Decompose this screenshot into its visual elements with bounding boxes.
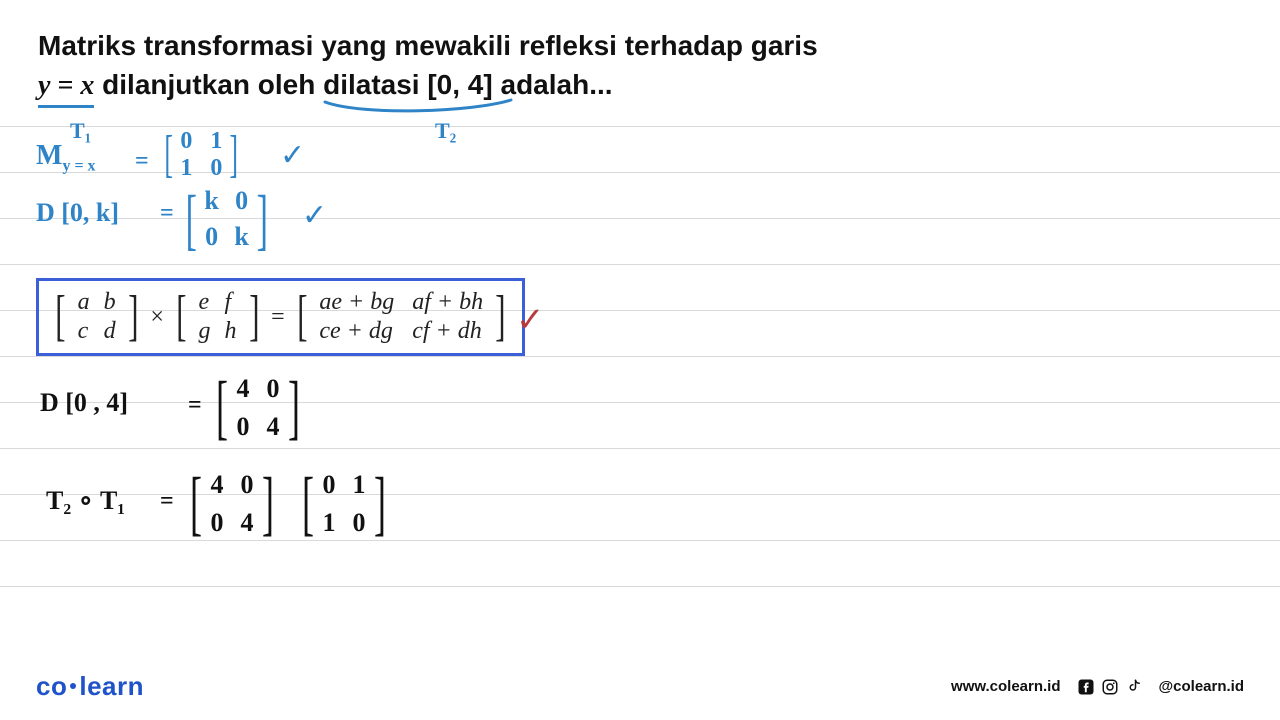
tiktok-icon xyxy=(1125,678,1143,696)
instagram-icon xyxy=(1101,678,1119,696)
question-text: Matriks transformasi yang mewakili refle… xyxy=(38,26,818,108)
m4-b: 0 xyxy=(264,374,282,404)
mk-d: k xyxy=(233,222,251,252)
fm1-a: a xyxy=(78,289,90,316)
m4-a: 4 xyxy=(234,374,252,404)
check-1: ✓ xyxy=(280,138,305,173)
question-line2: y = x dilanjutkan oleh dilatasi [0, 4] a… xyxy=(38,65,818,108)
label-M: My = x xyxy=(36,140,96,176)
matrix-0110: [ 0 1 1 0 ] xyxy=(160,128,243,182)
label-M-sub: y = x xyxy=(62,158,95,175)
swash-underline-icon xyxy=(323,98,513,114)
fm2-a: e xyxy=(199,289,211,316)
matrix-k00k: [ k 0 0 k ] xyxy=(180,186,273,252)
facebook-icon xyxy=(1077,678,1095,696)
formula-times: × xyxy=(150,304,164,331)
fm1-b: b xyxy=(104,289,116,316)
m0110-d: 0 xyxy=(207,155,225,182)
fr-22: cf + dh xyxy=(412,318,483,345)
fr-12: af + bh xyxy=(412,289,483,316)
fm1-d: d xyxy=(104,318,116,345)
check-formula: ✓ xyxy=(516,300,545,340)
question-yx: y = x xyxy=(38,70,94,101)
label-M-letter: M xyxy=(36,140,62,171)
eq-2: = xyxy=(160,200,174,227)
m4-c: 0 xyxy=(234,412,252,442)
cl-c: 0 xyxy=(208,508,226,538)
logo-co: co xyxy=(36,671,67,701)
question-line1: Matriks transformasi yang mewakili refle… xyxy=(38,26,818,65)
question-suffix: adalah... xyxy=(493,69,613,100)
fm2-d: h xyxy=(225,318,237,345)
matrix-comp-left: [ 4 0 0 4 ] xyxy=(184,470,280,538)
m4-d: 4 xyxy=(264,412,282,442)
footer: colearn www.colearn.id @colearn.id xyxy=(0,671,1280,702)
cl-d: 4 xyxy=(238,508,256,538)
logo-learn: learn xyxy=(79,671,144,701)
cr-b: 1 xyxy=(350,470,368,500)
fm2-b: f xyxy=(225,289,237,316)
social-icons xyxy=(1077,678,1143,696)
cl-a: 4 xyxy=(208,470,226,500)
matrix-comp-right: [ 0 1 1 0 ] xyxy=(296,470,392,538)
cr-d: 0 xyxy=(350,508,368,538)
cr-c: 1 xyxy=(320,508,338,538)
eq-3: = xyxy=(188,392,202,419)
matrix-4004: [ 4 0 0 4 ] xyxy=(210,374,306,442)
footer-handle: @colearn.id xyxy=(1159,678,1244,695)
fr-11: ae + bg xyxy=(319,289,394,316)
cr-a: 0 xyxy=(320,470,338,500)
label-D04: D [0 , 4] xyxy=(40,388,128,418)
eq-4: = xyxy=(160,488,174,515)
fr-21: ce + dg xyxy=(319,318,394,345)
matrix-multiply-formula: [ a b c d ] × [ e f g h ] = [ ae + bg af… xyxy=(36,278,525,356)
fm2-c: g xyxy=(199,318,211,345)
mk-b: 0 xyxy=(233,186,251,216)
eq-1: = xyxy=(135,148,149,175)
logo: colearn xyxy=(36,671,144,702)
question-mid: dilanjutkan oleh xyxy=(94,69,323,100)
cl-b: 0 xyxy=(238,470,256,500)
m0110-a: 0 xyxy=(177,128,195,155)
label-T2: T₂ xyxy=(435,118,456,144)
label-T2oT1: T₂ ∘ T₁ xyxy=(46,486,125,516)
logo-dot-icon xyxy=(70,683,76,689)
formula-eq: = xyxy=(271,304,285,331)
m0110-c: 1 xyxy=(177,155,195,182)
m0110-b: 1 xyxy=(207,128,225,155)
question-dilatasi: dilatasi [0, 4] xyxy=(323,69,493,100)
label-D0k: D [0, k] xyxy=(36,198,119,228)
fm1-c: c xyxy=(78,318,90,345)
mk-c: 0 xyxy=(203,222,221,252)
mk-a: k xyxy=(203,186,221,216)
check-2: ✓ xyxy=(302,198,327,233)
footer-url: www.colearn.id xyxy=(951,678,1060,695)
